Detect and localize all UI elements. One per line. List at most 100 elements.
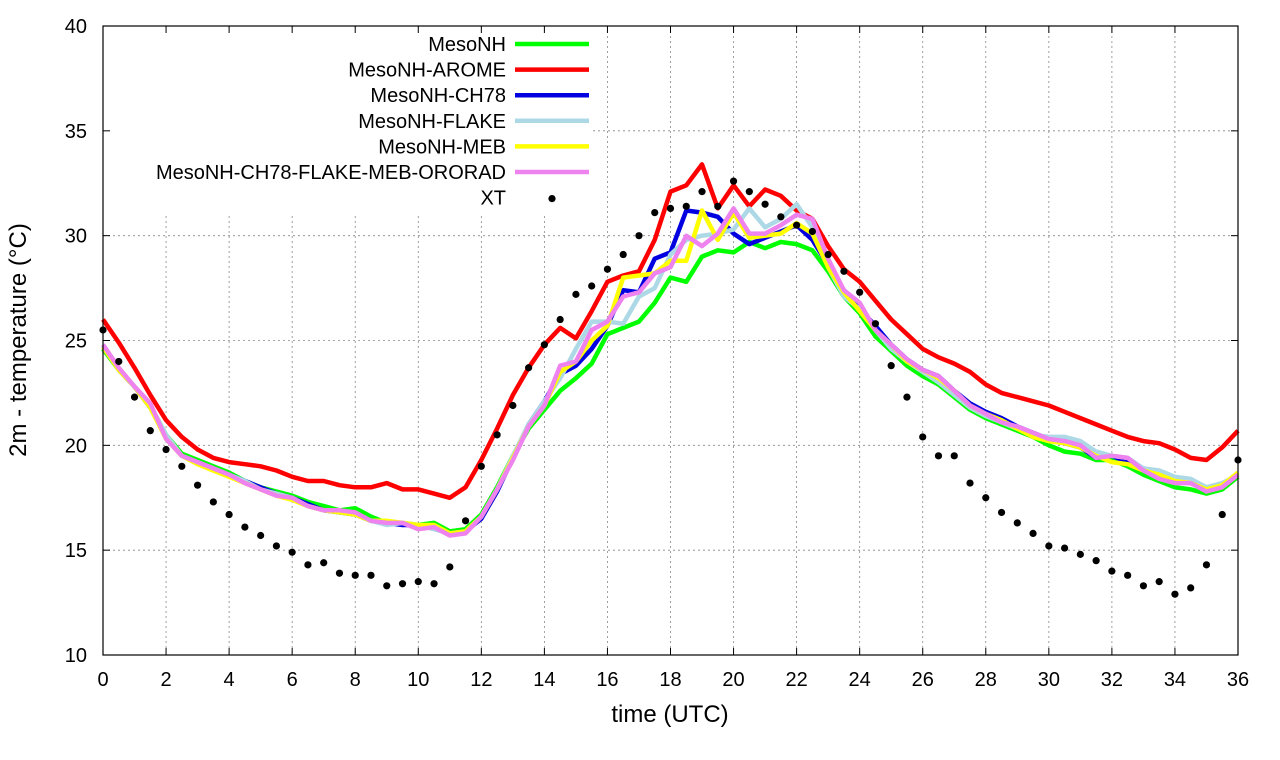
x-tick-label: 10 xyxy=(407,669,429,691)
xt-point xyxy=(666,204,675,213)
legend-label-mesonh: MesoNH xyxy=(428,34,506,56)
x-tick-label: 2 xyxy=(160,669,171,691)
xt-point xyxy=(1139,582,1148,590)
xt-point xyxy=(225,510,233,519)
x-tick-label: 22 xyxy=(785,669,807,691)
series-line-mesonh-arome xyxy=(101,162,1240,501)
xt-point xyxy=(461,517,470,525)
x-tick-label: 32 xyxy=(1101,669,1123,691)
xt-point xyxy=(572,290,580,298)
xt-point xyxy=(115,357,123,366)
xt-point xyxy=(556,315,564,324)
x-tick-label: 36 xyxy=(1227,669,1249,691)
xt-point xyxy=(477,462,485,470)
xt-point xyxy=(178,462,186,470)
x-tick-label: 34 xyxy=(1164,669,1186,691)
xt-point xyxy=(997,508,1006,517)
xt-point xyxy=(966,479,974,487)
xt-point xyxy=(934,452,943,460)
xt-point xyxy=(414,578,422,586)
legend-label-mesonh-flake: MesoNH-FLAKE xyxy=(358,111,506,133)
xt-point xyxy=(367,571,375,579)
xt-point xyxy=(1045,542,1053,550)
x-axis-label: time (UTC) xyxy=(611,701,728,728)
y-axis-label: 2m - temperature (°C) xyxy=(5,223,32,457)
legend-background xyxy=(86,30,592,213)
y-tick-label: 30 xyxy=(65,226,87,248)
xt-point xyxy=(808,227,816,236)
series-xt xyxy=(99,177,1242,598)
xt-point xyxy=(619,250,627,259)
xt-point xyxy=(383,582,391,590)
series-mesonh-ch78-flake-meb-ororad xyxy=(101,206,1240,538)
xt-point xyxy=(1076,550,1084,558)
xt-point xyxy=(398,580,407,588)
xt-point xyxy=(698,188,706,196)
series-line-mesonh-ch78-flake-meb-ororad xyxy=(101,206,1240,538)
grid xyxy=(86,26,1238,655)
xt-point xyxy=(130,393,139,401)
xt-point xyxy=(793,221,801,229)
xt-point xyxy=(304,561,312,569)
x-tick-label: 12 xyxy=(470,669,492,691)
xt-point xyxy=(729,177,738,185)
y-tick-label: 15 xyxy=(65,540,87,562)
x-tick-label: 8 xyxy=(350,669,361,691)
x-tick-label: 4 xyxy=(224,669,235,691)
x-tick-label: 24 xyxy=(849,669,871,691)
xt-point xyxy=(493,431,501,439)
xt-point xyxy=(887,362,895,370)
xt-point xyxy=(162,445,170,454)
x-tick-label: 30 xyxy=(1038,669,1060,691)
xt-point xyxy=(272,542,281,550)
xt-point xyxy=(903,393,911,401)
xt-point xyxy=(209,498,217,506)
legend: MesoNH MesoNH-AROME MesoNH-CH78 MesoNH-FLAK… xyxy=(156,34,589,210)
xt-point xyxy=(840,267,848,275)
x-tick-label: 16 xyxy=(596,669,618,691)
xt-point xyxy=(335,569,344,577)
x-tick-label: 26 xyxy=(912,669,934,691)
x-tick-label: 18 xyxy=(659,669,681,691)
xt-point xyxy=(871,320,880,328)
xt-point xyxy=(745,188,753,196)
xt-point xyxy=(146,427,154,435)
y-tick-label: 20 xyxy=(65,435,87,457)
xt-point xyxy=(1155,578,1163,586)
xt-point xyxy=(603,265,612,273)
xt-point xyxy=(682,202,690,210)
xt-point xyxy=(824,250,832,259)
xt-point xyxy=(777,213,785,221)
legend-label-mesonh-ch78: MesoNH-CH78 xyxy=(370,85,506,107)
xt-point xyxy=(257,531,265,540)
xt-point xyxy=(320,559,328,567)
xt-point xyxy=(351,571,359,579)
series-mesonh-flake xyxy=(101,201,1240,536)
xt-point xyxy=(430,580,438,588)
xt-point xyxy=(446,563,454,571)
xt-point xyxy=(588,282,596,290)
xt-point xyxy=(288,548,296,556)
legend-label-mesonh-meb: MesoNH-MEB xyxy=(378,136,506,158)
xt-point xyxy=(1124,571,1132,579)
xt-point xyxy=(1013,519,1021,527)
xt-point xyxy=(714,202,722,210)
xt-point xyxy=(509,401,517,410)
xt-point xyxy=(635,232,643,240)
legend-label-mesonh-ch78-flake-meb-ororad: MesoNH-CH78-FLAKE-MEB-ORORAD xyxy=(156,162,506,184)
xt-point xyxy=(193,481,202,489)
x-tick-label: 20 xyxy=(722,669,744,691)
series-line-mesonh-flake xyxy=(101,201,1240,536)
legend-label-mesonh-arome: MesoNH-AROME xyxy=(348,60,506,82)
series-layer xyxy=(99,162,1242,598)
xt-point xyxy=(525,364,533,372)
plot-frame xyxy=(102,25,1239,656)
legend-swatch-xt xyxy=(548,195,556,203)
xt-point xyxy=(950,452,958,460)
xt-point xyxy=(982,494,990,502)
xt-point xyxy=(1029,529,1037,537)
xt-point xyxy=(651,209,659,217)
legend-label-xt: XT xyxy=(480,188,506,210)
xt-point xyxy=(1171,590,1179,598)
